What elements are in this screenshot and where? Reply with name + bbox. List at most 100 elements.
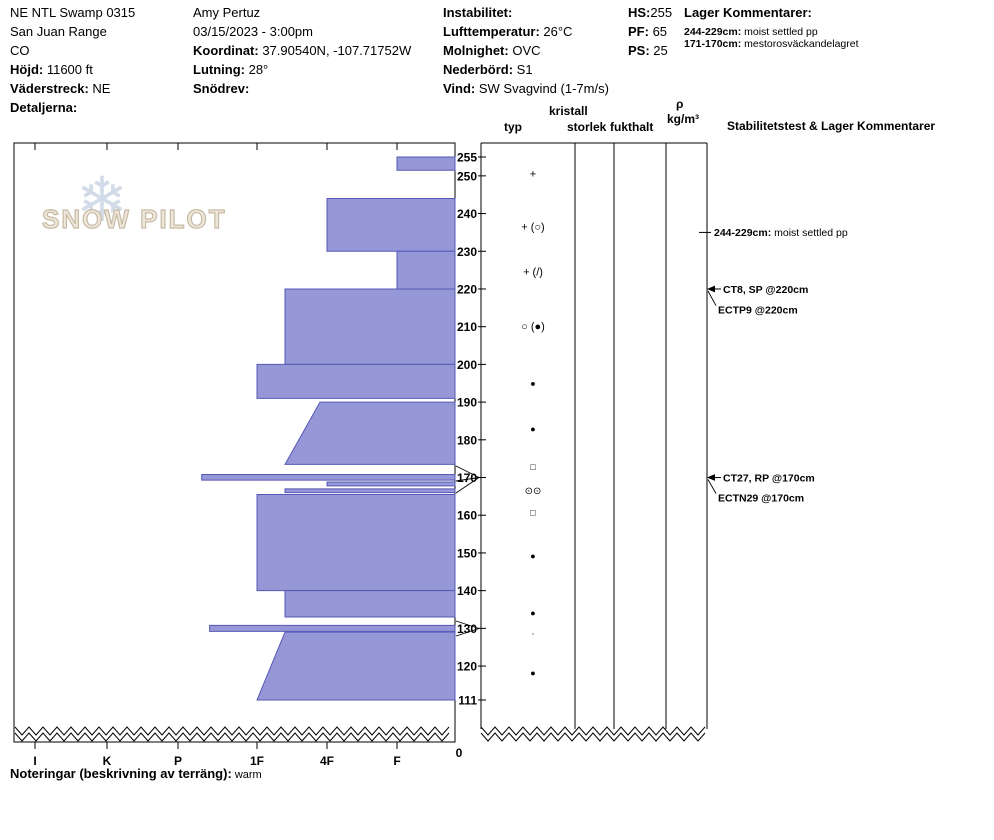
depth-label: 180 bbox=[457, 433, 477, 447]
grain-symbol: □ bbox=[530, 462, 536, 472]
depth-label: 190 bbox=[457, 396, 477, 410]
left-arrow-icon bbox=[707, 285, 715, 293]
aspect-value: NE bbox=[88, 81, 111, 96]
hardness-label: F bbox=[393, 754, 400, 768]
layer-comment-2-text: mestorosväckandelagret bbox=[741, 38, 859, 50]
site-name: NE NTL Swamp 0315 bbox=[10, 5, 136, 20]
snow-layer bbox=[256, 363, 456, 399]
depth-label: 130 bbox=[457, 622, 477, 636]
snow-layer bbox=[284, 590, 456, 618]
hardness-label: 4F bbox=[320, 754, 334, 768]
depth-label: 150 bbox=[457, 546, 477, 560]
instability-label: Instabilitet: bbox=[443, 5, 513, 20]
annotation-text: CT27, RP @170cm bbox=[723, 472, 815, 484]
snow-layer bbox=[326, 481, 456, 487]
details-label: Detaljerna: bbox=[10, 100, 78, 115]
coordinates: Koordinat: 37.90540N, -107.71752W bbox=[193, 43, 411, 58]
coordinates-label: Koordinat: bbox=[193, 43, 259, 58]
site-state: CO bbox=[10, 43, 30, 58]
hs-label: HS: bbox=[628, 5, 651, 20]
grain-symbol: ● bbox=[530, 379, 535, 389]
wind: Vind: SW Svagvind (1-7m/s) bbox=[443, 81, 609, 96]
depth-label: 111 bbox=[458, 693, 477, 707]
column-header-grain-type: typ bbox=[504, 120, 522, 134]
hardness-label: I bbox=[33, 754, 36, 768]
snow-layer bbox=[284, 488, 456, 494]
site-elevation: Höjd: 11600 ft bbox=[10, 62, 93, 77]
depth-label: 250 bbox=[457, 169, 477, 183]
coordinates-value: 37.90540N, -107.71752W bbox=[258, 43, 412, 58]
snow-layer bbox=[396, 156, 456, 171]
observer-name: Amy Pertuz bbox=[193, 5, 261, 20]
grain-symbol: ● bbox=[530, 608, 535, 618]
air-temperature-value: 26°C bbox=[539, 24, 573, 39]
ps-label: PS: bbox=[628, 43, 650, 58]
air-temperature: Lufttemperatur: 26°C bbox=[443, 24, 572, 39]
grain-symbol: · bbox=[531, 628, 534, 639]
pf-value: 65 bbox=[648, 24, 668, 39]
annotation-text: ECTP9 @220cm bbox=[718, 305, 798, 317]
terrain-notes-label: Noteringar (beskrivning av terräng): bbox=[10, 766, 232, 781]
snow-layer bbox=[396, 250, 456, 290]
observation-datetime: 03/15/2023 - 3:00pm bbox=[193, 24, 313, 39]
precipitation-value: S1 bbox=[513, 62, 533, 77]
grain-symbol: + (○) bbox=[521, 221, 544, 233]
grain-symbol: ⊙⊙ bbox=[525, 486, 542, 497]
annotation-text: 244-229cm: moist settled pp bbox=[714, 227, 848, 239]
snowflake-icon: ❄ bbox=[76, 166, 128, 235]
depth-zero-label: 0 bbox=[456, 746, 463, 760]
depth-label: 160 bbox=[457, 509, 477, 523]
layer-comment-1-text: moist settled pp bbox=[741, 26, 818, 38]
column-header-crystal: kristall bbox=[549, 104, 588, 118]
snow-layer bbox=[284, 401, 456, 465]
hardness-label: K bbox=[103, 754, 112, 768]
precipitation-label: Nederbörd: bbox=[443, 62, 514, 77]
snow-layer bbox=[256, 493, 456, 592]
stability-annotations: 244-229cm: moist settled pp CT8, SP @220c… bbox=[699, 227, 848, 504]
depth-label: 240 bbox=[457, 207, 477, 221]
total-snow-height: HS:255 bbox=[628, 5, 672, 20]
annotation-text: ECTN29 @170cm bbox=[718, 492, 804, 504]
depth-label: 200 bbox=[457, 358, 477, 372]
depth-axis: 2552502402302202102001901801701601501401… bbox=[456, 151, 486, 760]
slope-angle: Lutning: 28° bbox=[193, 62, 268, 77]
ps-value: 25 bbox=[649, 43, 668, 58]
aspect-label: Väderstreck: bbox=[10, 81, 89, 96]
snow-layer bbox=[326, 197, 456, 252]
elevation-label: Höjd: bbox=[10, 62, 44, 77]
column-header-density-symbol: ρ bbox=[676, 97, 684, 111]
grain-symbols: + + (○) + (/) ○ (●) ● ● □ ⊙⊙ □ ● ● · ● bbox=[521, 168, 545, 677]
slope-value: 28° bbox=[244, 62, 269, 77]
air-temperature-label: Lufttemperatur: bbox=[443, 24, 540, 39]
snow-layer bbox=[256, 631, 456, 701]
sky-cover: Molnighet: OVC bbox=[443, 43, 541, 58]
column-grid bbox=[480, 142, 708, 729]
column-header-stability: Stabilitetstest & Lager Kommentarer bbox=[727, 119, 936, 133]
column-header-moisture: fukthalt bbox=[610, 120, 654, 134]
layer-comments-title: Lager Kommentarer: bbox=[684, 5, 812, 20]
terrain-notes-value: warm bbox=[231, 769, 262, 781]
scale-break bbox=[14, 726, 706, 742]
layer-comment-1-range: 244-229cm: bbox=[684, 26, 742, 38]
grain-symbol: ○ (●) bbox=[521, 321, 545, 333]
snow-layer bbox=[209, 624, 456, 632]
hardness-axis: I K P 1F 4F F bbox=[33, 143, 401, 768]
depth-label: 230 bbox=[457, 245, 477, 259]
grain-symbol: + (/) bbox=[523, 267, 543, 279]
pf-label: PF: bbox=[628, 24, 649, 39]
layer-comment-2: 171-170cm: mestorosväckandelagret bbox=[684, 38, 859, 50]
precipitation: Nederbörd: S1 bbox=[443, 62, 533, 77]
grain-symbol: ● bbox=[530, 424, 535, 434]
snowpilot-logo: ❄ SNOW PILOT bbox=[41, 170, 232, 252]
annotation-text: CT8, SP @220cm bbox=[723, 284, 808, 296]
terrain-notes: Noteringar (beskrivning av terräng): war… bbox=[10, 766, 262, 781]
hardness-label: P bbox=[174, 754, 182, 768]
wind-label: Vind: bbox=[443, 81, 476, 96]
hs-value: 255 bbox=[650, 5, 673, 20]
hardness-label: 1F bbox=[250, 754, 264, 768]
thin-layer-leaders bbox=[455, 465, 480, 637]
wind-value: SW Svagvind (1-7m/s) bbox=[475, 81, 609, 96]
layer-comment-2-range: 171-170cm: bbox=[684, 38, 742, 50]
depth-label: 255 bbox=[457, 151, 477, 165]
